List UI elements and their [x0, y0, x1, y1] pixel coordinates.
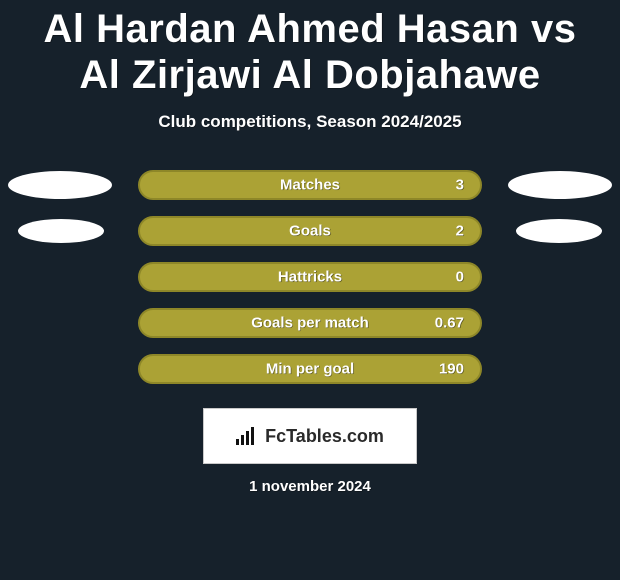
logo-text: FcTables.com	[265, 426, 384, 447]
comparison-infographic: Al Hardan Ahmed Hasan vs Al Zirjawi Al D…	[0, 0, 620, 580]
stat-row: Matches 3	[0, 170, 620, 200]
stat-bar: Min per goal 190	[138, 354, 482, 384]
fctables-logo: FcTables.com	[203, 408, 417, 464]
stat-row: Hattricks 0	[0, 262, 620, 292]
stat-row: Goals per match 0.67	[0, 308, 620, 338]
stat-rows: Matches 3 Goals 2 Hattricks 0 Goals per match 0…	[0, 170, 620, 384]
date-label: 1 november 2024	[0, 478, 620, 495]
stat-value: 2	[456, 223, 464, 240]
stat-label: Goals	[289, 223, 331, 240]
stat-value: 0.67	[435, 315, 464, 332]
player-ellipse	[516, 219, 602, 243]
player-ellipse	[8, 171, 112, 199]
stat-label: Min per goal	[266, 361, 354, 378]
logo-bars-icon	[236, 427, 258, 445]
stat-bar: Goals per match 0.67	[138, 308, 482, 338]
stat-row: Goals 2	[0, 216, 620, 246]
stat-bar: Goals 2	[138, 216, 482, 246]
stat-bar: Matches 3	[138, 170, 482, 200]
stat-label: Goals per match	[251, 315, 369, 332]
stat-value: 3	[456, 177, 464, 194]
stat-bar: Hattricks 0	[138, 262, 482, 292]
stat-label: Matches	[280, 177, 340, 194]
stat-value: 190	[439, 361, 464, 378]
player-ellipse	[508, 171, 612, 199]
stat-row: Min per goal 190	[0, 354, 620, 384]
subtitle: Club competitions, Season 2024/2025	[0, 112, 620, 132]
stat-label: Hattricks	[278, 269, 342, 286]
page-title: Al Hardan Ahmed Hasan vs Al Zirjawi Al D…	[0, 0, 620, 98]
player-ellipse	[18, 219, 104, 243]
stat-value: 0	[456, 269, 464, 286]
